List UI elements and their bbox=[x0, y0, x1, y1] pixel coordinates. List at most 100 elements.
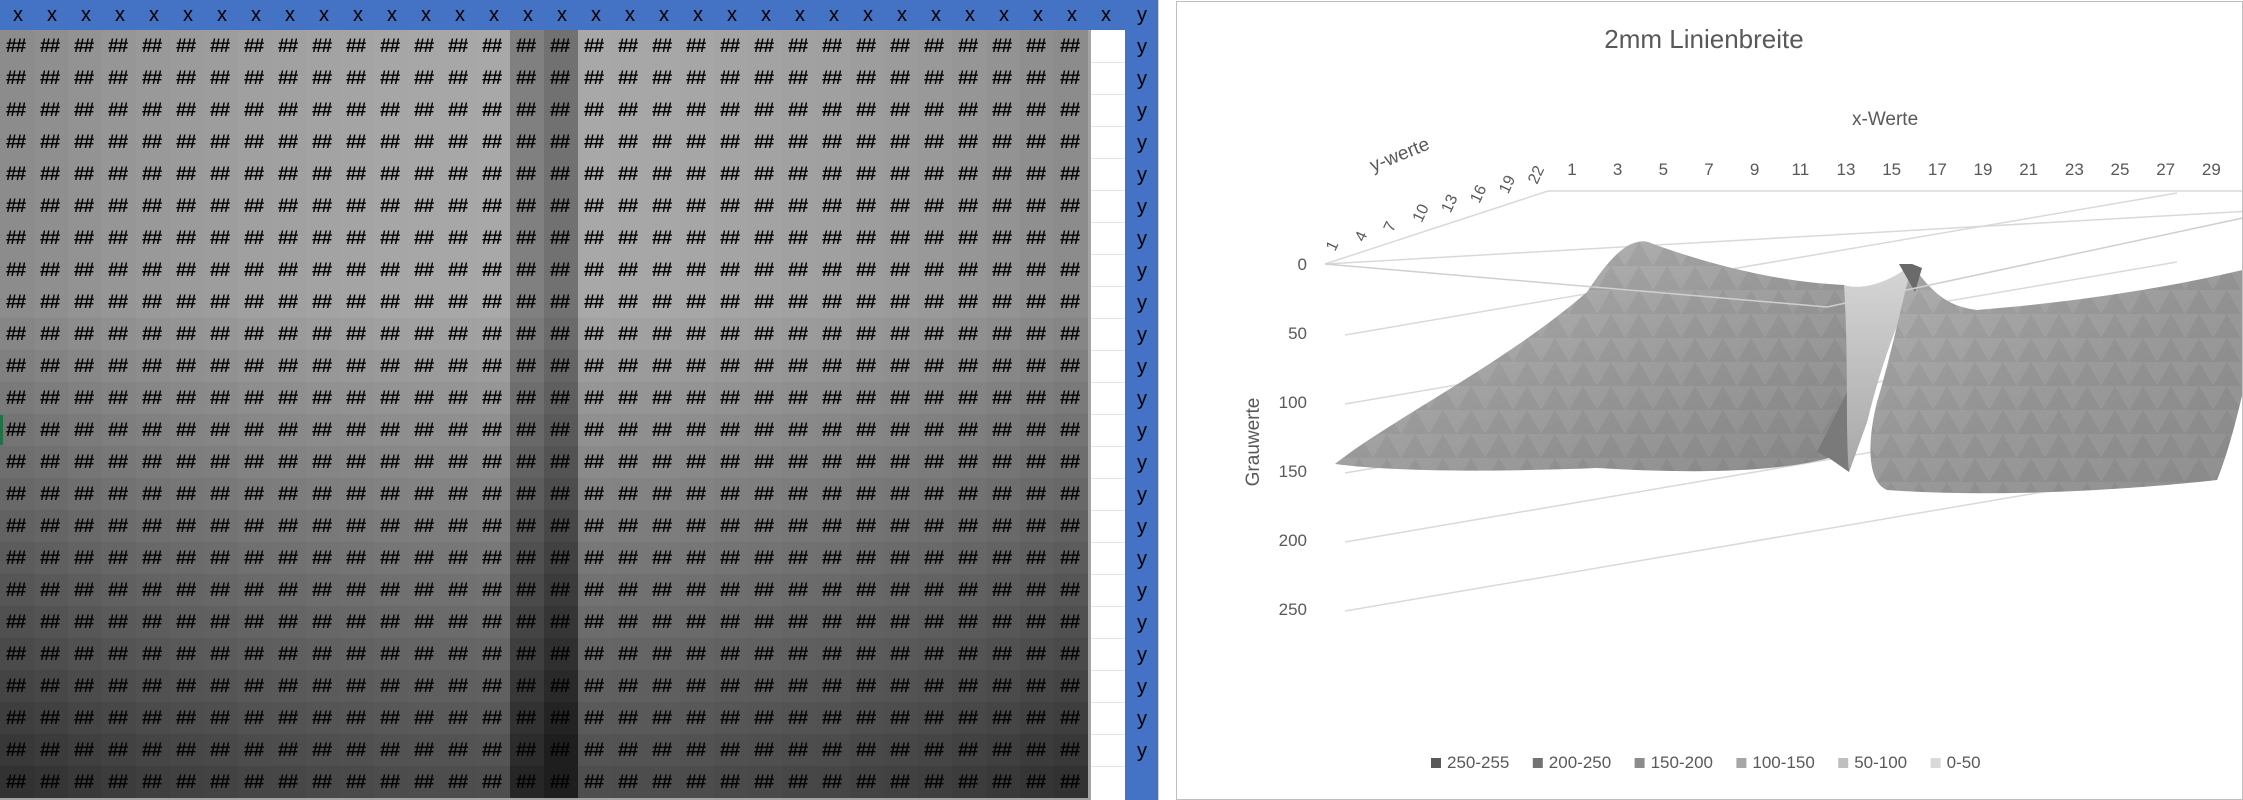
cell[interactable]: ## bbox=[238, 478, 272, 510]
cell[interactable]: ## bbox=[510, 542, 544, 574]
cell[interactable]: ## bbox=[952, 30, 986, 62]
cell[interactable]: ## bbox=[306, 126, 340, 158]
cell[interactable]: ## bbox=[1020, 254, 1054, 286]
cell[interactable]: ## bbox=[170, 190, 204, 222]
cell[interactable]: ## bbox=[34, 510, 68, 542]
cell[interactable]: ## bbox=[986, 734, 1020, 766]
cell[interactable]: ## bbox=[918, 222, 952, 254]
cell[interactable]: ## bbox=[952, 254, 986, 286]
cell[interactable]: ## bbox=[442, 606, 476, 638]
cell[interactable]: ## bbox=[782, 446, 816, 478]
cell[interactable]: ## bbox=[1020, 382, 1054, 414]
cell[interactable]: ## bbox=[170, 414, 204, 446]
cell[interactable]: ## bbox=[816, 638, 850, 670]
cell[interactable]: ## bbox=[442, 510, 476, 542]
cell[interactable]: ## bbox=[34, 190, 68, 222]
cell[interactable]: ## bbox=[1054, 734, 1088, 766]
cell[interactable]: ## bbox=[1020, 670, 1054, 702]
cell[interactable]: ## bbox=[0, 702, 34, 734]
cell[interactable]: ## bbox=[408, 766, 442, 798]
cell[interactable]: ## bbox=[612, 638, 646, 670]
cell[interactable]: ## bbox=[782, 286, 816, 318]
cell[interactable]: ## bbox=[68, 446, 102, 478]
cell[interactable]: ## bbox=[748, 606, 782, 638]
cell[interactable]: ## bbox=[1054, 510, 1088, 542]
cell[interactable]: ## bbox=[170, 222, 204, 254]
cell[interactable]: ## bbox=[918, 414, 952, 446]
cell[interactable]: ## bbox=[1020, 574, 1054, 606]
cell[interactable]: ## bbox=[476, 350, 510, 382]
cell[interactable]: ## bbox=[170, 382, 204, 414]
cell[interactable]: ## bbox=[34, 606, 68, 638]
cell[interactable]: ## bbox=[680, 638, 714, 670]
cell[interactable]: ## bbox=[850, 638, 884, 670]
cell[interactable]: ## bbox=[1054, 30, 1088, 62]
cell[interactable]: ## bbox=[986, 478, 1020, 510]
cell[interactable]: ## bbox=[238, 30, 272, 62]
cell[interactable]: ## bbox=[1020, 734, 1054, 766]
cell[interactable]: ## bbox=[986, 350, 1020, 382]
cell[interactable]: ## bbox=[952, 606, 986, 638]
cell[interactable]: ## bbox=[1054, 478, 1088, 510]
cell[interactable]: ## bbox=[646, 542, 680, 574]
cell[interactable]: ## bbox=[442, 446, 476, 478]
cell[interactable]: ## bbox=[612, 734, 646, 766]
cell[interactable]: ## bbox=[578, 222, 612, 254]
cell[interactable]: ## bbox=[68, 158, 102, 190]
cell[interactable]: ## bbox=[0, 382, 34, 414]
cell[interactable]: ## bbox=[748, 222, 782, 254]
cell[interactable]: ## bbox=[238, 702, 272, 734]
cell[interactable]: ## bbox=[170, 94, 204, 126]
cell[interactable]: ## bbox=[748, 542, 782, 574]
cell[interactable]: ## bbox=[374, 414, 408, 446]
cell[interactable]: ## bbox=[476, 222, 510, 254]
cell[interactable]: ## bbox=[476, 638, 510, 670]
cell[interactable]: ## bbox=[986, 670, 1020, 702]
cell[interactable]: ## bbox=[612, 478, 646, 510]
cell[interactable]: ## bbox=[714, 62, 748, 94]
cell[interactable]: ## bbox=[816, 222, 850, 254]
cell[interactable]: ## bbox=[442, 254, 476, 286]
cell[interactable]: ## bbox=[34, 574, 68, 606]
cell[interactable]: ## bbox=[136, 766, 170, 798]
cell[interactable]: ## bbox=[850, 286, 884, 318]
cell[interactable]: ## bbox=[68, 510, 102, 542]
cell[interactable]: ## bbox=[714, 222, 748, 254]
cell[interactable]: ## bbox=[510, 126, 544, 158]
cell[interactable]: ## bbox=[782, 382, 816, 414]
cell[interactable]: ## bbox=[204, 318, 238, 350]
cell[interactable]: ## bbox=[578, 62, 612, 94]
cell[interactable]: ## bbox=[374, 606, 408, 638]
cell[interactable]: ## bbox=[0, 510, 34, 542]
cell[interactable]: ## bbox=[408, 734, 442, 766]
cell[interactable]: ## bbox=[714, 414, 748, 446]
cell[interactable]: ## bbox=[986, 254, 1020, 286]
cell[interactable]: ## bbox=[544, 62, 578, 94]
cell[interactable]: ## bbox=[1020, 638, 1054, 670]
cell[interactable]: ## bbox=[986, 190, 1020, 222]
cell[interactable]: ## bbox=[884, 446, 918, 478]
cell[interactable]: ## bbox=[578, 350, 612, 382]
cell[interactable]: ## bbox=[170, 446, 204, 478]
cell[interactable]: ## bbox=[408, 670, 442, 702]
cell[interactable]: ## bbox=[34, 254, 68, 286]
cell[interactable]: ## bbox=[442, 702, 476, 734]
cell[interactable]: ## bbox=[816, 158, 850, 190]
cell[interactable]: ## bbox=[1054, 350, 1088, 382]
cell[interactable]: ## bbox=[544, 542, 578, 574]
cell[interactable]: ## bbox=[612, 382, 646, 414]
cell[interactable]: ## bbox=[986, 158, 1020, 190]
cell[interactable]: ## bbox=[748, 318, 782, 350]
cell[interactable]: ## bbox=[170, 510, 204, 542]
cell[interactable]: ## bbox=[646, 510, 680, 542]
cell[interactable]: ## bbox=[612, 126, 646, 158]
cell[interactable]: ## bbox=[68, 94, 102, 126]
cell[interactable]: ## bbox=[408, 126, 442, 158]
cell[interactable]: ## bbox=[340, 222, 374, 254]
cell[interactable]: ## bbox=[748, 350, 782, 382]
cell[interactable]: ## bbox=[1020, 542, 1054, 574]
cell[interactable]: ## bbox=[986, 414, 1020, 446]
cell[interactable]: ## bbox=[850, 478, 884, 510]
cell[interactable]: ## bbox=[170, 30, 204, 62]
cell[interactable]: ## bbox=[680, 542, 714, 574]
